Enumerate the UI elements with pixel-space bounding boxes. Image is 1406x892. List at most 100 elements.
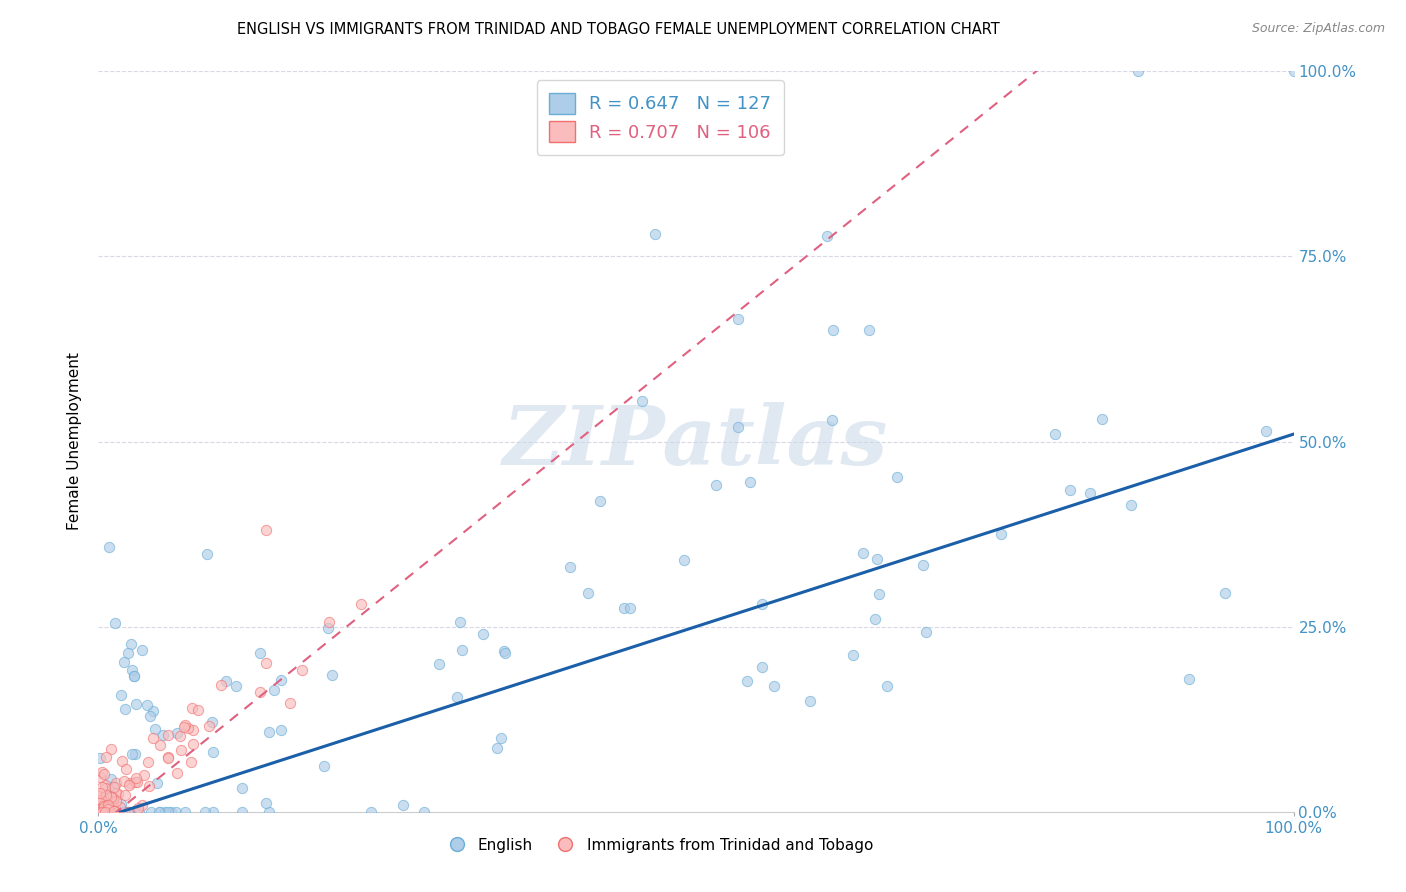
Point — [738, 475, 761, 490]
Point — [94, 805, 117, 819]
Point — [121, 747, 143, 761]
Point — [176, 721, 198, 735]
Point — [215, 674, 238, 689]
Point — [249, 684, 271, 698]
Point — [613, 601, 636, 615]
Point — [98, 798, 121, 813]
Point — [446, 690, 468, 704]
Point — [111, 755, 134, 769]
Point — [115, 762, 138, 776]
Point — [135, 698, 157, 712]
Point — [91, 805, 114, 819]
Point — [89, 805, 111, 819]
Point — [876, 679, 898, 693]
Point — [181, 723, 204, 737]
Point — [257, 805, 280, 819]
Point — [138, 709, 160, 723]
Point — [90, 802, 112, 816]
Point — [316, 621, 339, 635]
Point — [270, 723, 292, 737]
Point — [117, 805, 139, 819]
Text: ZIPatlas: ZIPatlas — [503, 401, 889, 482]
Point — [103, 805, 125, 819]
Point — [108, 805, 131, 819]
Point — [865, 612, 887, 626]
Point — [122, 669, 145, 683]
Point — [117, 647, 139, 661]
Point — [93, 805, 115, 819]
Point — [868, 587, 890, 601]
Point — [270, 673, 292, 687]
Point — [170, 743, 193, 757]
Point — [125, 771, 148, 785]
Point — [114, 788, 136, 802]
Point — [115, 805, 138, 819]
Point — [1128, 64, 1150, 78]
Point — [145, 722, 167, 736]
Point — [90, 792, 112, 806]
Point — [181, 737, 204, 751]
Point — [254, 524, 277, 538]
Point — [105, 805, 128, 819]
Point — [94, 800, 117, 814]
Point — [89, 796, 111, 810]
Point — [820, 413, 842, 427]
Point — [1043, 427, 1066, 442]
Point — [90, 805, 112, 819]
Point — [231, 780, 253, 795]
Point — [1119, 498, 1142, 512]
Point — [360, 805, 382, 819]
Point — [485, 740, 508, 755]
Text: Source: ZipAtlas.com: Source: ZipAtlas.com — [1251, 22, 1385, 36]
Point — [257, 725, 280, 739]
Point — [858, 324, 880, 338]
Point — [93, 800, 115, 814]
Point — [97, 789, 120, 803]
Point — [157, 749, 180, 764]
Point — [202, 745, 225, 759]
Point — [103, 804, 125, 818]
Point — [128, 805, 150, 819]
Point — [100, 789, 122, 804]
Point — [93, 767, 115, 781]
Point — [157, 751, 180, 765]
Point — [125, 697, 148, 711]
Point — [195, 547, 218, 561]
Point — [472, 627, 495, 641]
Point — [103, 779, 125, 793]
Point — [98, 540, 121, 554]
Point — [136, 756, 159, 770]
Point — [89, 805, 111, 819]
Point — [169, 729, 191, 743]
Point — [94, 780, 117, 795]
Point — [94, 749, 117, 764]
Point — [1078, 486, 1101, 500]
Point — [704, 477, 727, 491]
Point — [103, 790, 125, 805]
Point — [318, 615, 340, 629]
Point — [122, 805, 145, 819]
Point — [314, 759, 336, 773]
Point — [91, 797, 114, 812]
Point — [104, 794, 127, 808]
Point — [110, 805, 132, 819]
Point — [132, 768, 155, 782]
Point — [886, 470, 908, 484]
Point — [1091, 412, 1114, 426]
Point — [89, 802, 111, 816]
Point — [451, 642, 474, 657]
Point — [117, 805, 139, 819]
Point — [125, 775, 148, 789]
Point — [118, 805, 141, 819]
Point — [727, 312, 749, 326]
Point — [124, 747, 146, 761]
Point — [589, 493, 612, 508]
Point — [118, 779, 141, 793]
Point — [449, 615, 471, 630]
Point — [157, 728, 180, 742]
Point — [174, 805, 197, 819]
Point — [89, 805, 111, 819]
Point — [104, 615, 127, 630]
Point — [100, 805, 122, 819]
Point — [489, 731, 512, 746]
